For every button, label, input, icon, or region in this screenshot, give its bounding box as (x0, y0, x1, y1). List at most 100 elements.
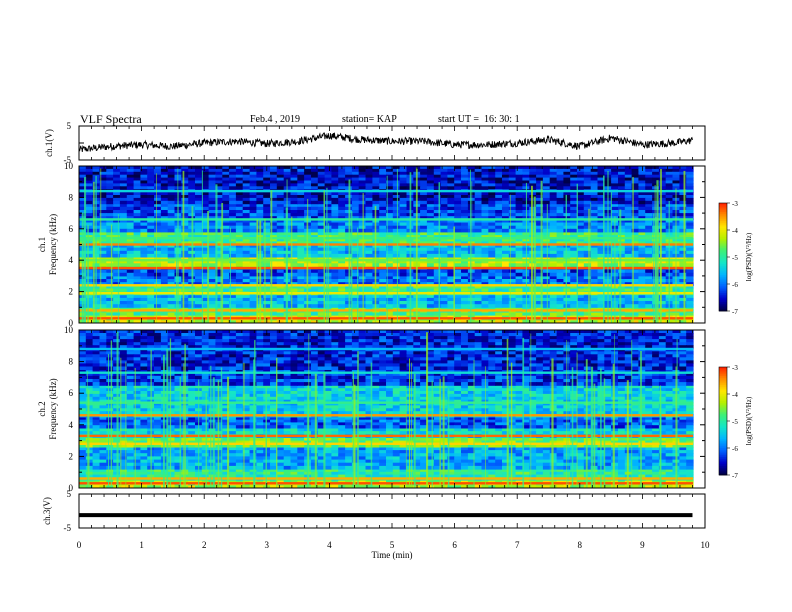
spectral-line (79, 218, 693, 221)
spectrogram-cell (379, 192, 387, 196)
spectrogram-cell (133, 312, 141, 316)
spectrogram-cell (365, 200, 373, 205)
spectrogram-cell (160, 231, 169, 236)
spectrogram-cell (652, 171, 660, 176)
spectrogram-cell (665, 174, 674, 179)
spectrogram-cell (447, 177, 455, 181)
spectrogram-cell (140, 166, 148, 170)
spectrogram-cell (590, 186, 599, 190)
spectrogram-cell (679, 279, 687, 283)
spectrogram-cell (618, 213, 626, 217)
spectrogram-cell (119, 282, 128, 286)
spectrogram-cell (351, 219, 360, 223)
spectrogram-cell (133, 174, 141, 179)
spectrogram-cell (99, 183, 107, 187)
spectrogram-cell (467, 171, 476, 176)
spectrogram-cell (324, 166, 332, 170)
sferic-streak (81, 212, 84, 323)
spectrogram-cell (270, 203, 278, 208)
spectrogram-cell (372, 177, 380, 181)
spectrogram-cell (338, 312, 346, 316)
sferic-streak (683, 170, 686, 323)
spectrogram-cell (256, 192, 264, 196)
spectrogram-cell (426, 222, 435, 227)
spectrogram-cell (502, 282, 510, 286)
spectrogram-cell (379, 206, 387, 211)
spectrogram-cell (488, 216, 496, 220)
spectrogram-cell (276, 166, 285, 170)
spectrogram-cell (106, 257, 114, 261)
spectrogram-cell (488, 203, 496, 208)
y-tick-label: 0 (69, 318, 74, 328)
spectrogram-cell (249, 166, 257, 170)
spectrogram-cell (358, 320, 367, 324)
spectrogram-cell (133, 301, 141, 305)
sferic-streak (438, 182, 440, 323)
spectrogram-cell (481, 269, 489, 274)
spectrogram-cell (686, 166, 694, 170)
spectrogram-cell (147, 210, 155, 214)
spectrogram-cell (631, 183, 639, 187)
spectrogram-cell (638, 180, 646, 184)
spectrogram-cell (570, 192, 578, 196)
spectrogram-cell (631, 231, 639, 236)
spectrogram-cell (447, 294, 455, 299)
spectrogram-cell (133, 203, 141, 208)
spectrogram-cell (474, 304, 483, 308)
spectrogram-cell (420, 272, 428, 277)
spectrogram-cell (379, 272, 387, 277)
spectrogram-cell (242, 285, 251, 289)
spectrogram-cell (99, 250, 107, 255)
spectrogram-cell (126, 210, 135, 214)
spectrogram-cell (590, 195, 599, 199)
spectrogram-cell (406, 168, 414, 173)
spectrogram-cell (583, 216, 592, 220)
spectrogram-cell (542, 231, 551, 236)
sferic-streak (386, 175, 388, 323)
spectrogram-cell (590, 312, 599, 316)
spectrogram-cell (474, 275, 483, 280)
spectrogram-cell (652, 213, 660, 217)
spectrogram-cell (365, 213, 373, 217)
spectrogram-cell (536, 203, 544, 208)
spectrogram-cell (379, 225, 387, 230)
spectrogram-cell (467, 174, 476, 179)
spectrogram-cell (126, 225, 135, 230)
spectrogram-cell (263, 231, 271, 236)
spectrogram-cell (324, 177, 332, 181)
spectrogram-cell (556, 216, 564, 220)
spectrogram-cell (167, 272, 176, 277)
spectrogram-cell (658, 166, 667, 170)
spectrogram-cell (167, 213, 176, 217)
spectrogram-cell (481, 285, 489, 289)
spectrogram-cell (154, 180, 162, 184)
spectrogram-cell (195, 235, 203, 239)
spectrogram-cell (392, 222, 401, 227)
spectrogram-cell (392, 200, 401, 205)
spectrogram-cell (379, 213, 387, 217)
spectrogram-cell (99, 282, 107, 286)
spectrogram-cell (488, 315, 496, 319)
spectrogram-cell (242, 213, 251, 217)
spectrogram-cell (563, 197, 571, 202)
spectrogram-cell (631, 275, 639, 280)
spectrogram-cell (311, 166, 319, 170)
spectrogram-cell (276, 301, 285, 305)
spectrogram-cell (399, 304, 407, 308)
spectrogram-cell (454, 294, 462, 299)
spectrogram-cell (495, 294, 503, 299)
spectrogram-cell (672, 180, 680, 184)
spectrogram-cell (297, 263, 305, 267)
spectrogram-cell (338, 241, 346, 245)
spectrogram-cell (556, 320, 564, 324)
spectrogram-cell (160, 228, 169, 233)
spectrogram-cell (324, 183, 332, 187)
spectrogram-cell (447, 171, 455, 176)
spectrogram-cell (201, 288, 210, 293)
spectrogram-cell (99, 186, 107, 190)
spectrogram-cell (515, 320, 523, 324)
spectrogram-cell (195, 241, 203, 245)
spectrogram-cell (658, 213, 667, 217)
spectrogram-cell (440, 297, 448, 302)
spectrogram-cell (311, 206, 319, 211)
